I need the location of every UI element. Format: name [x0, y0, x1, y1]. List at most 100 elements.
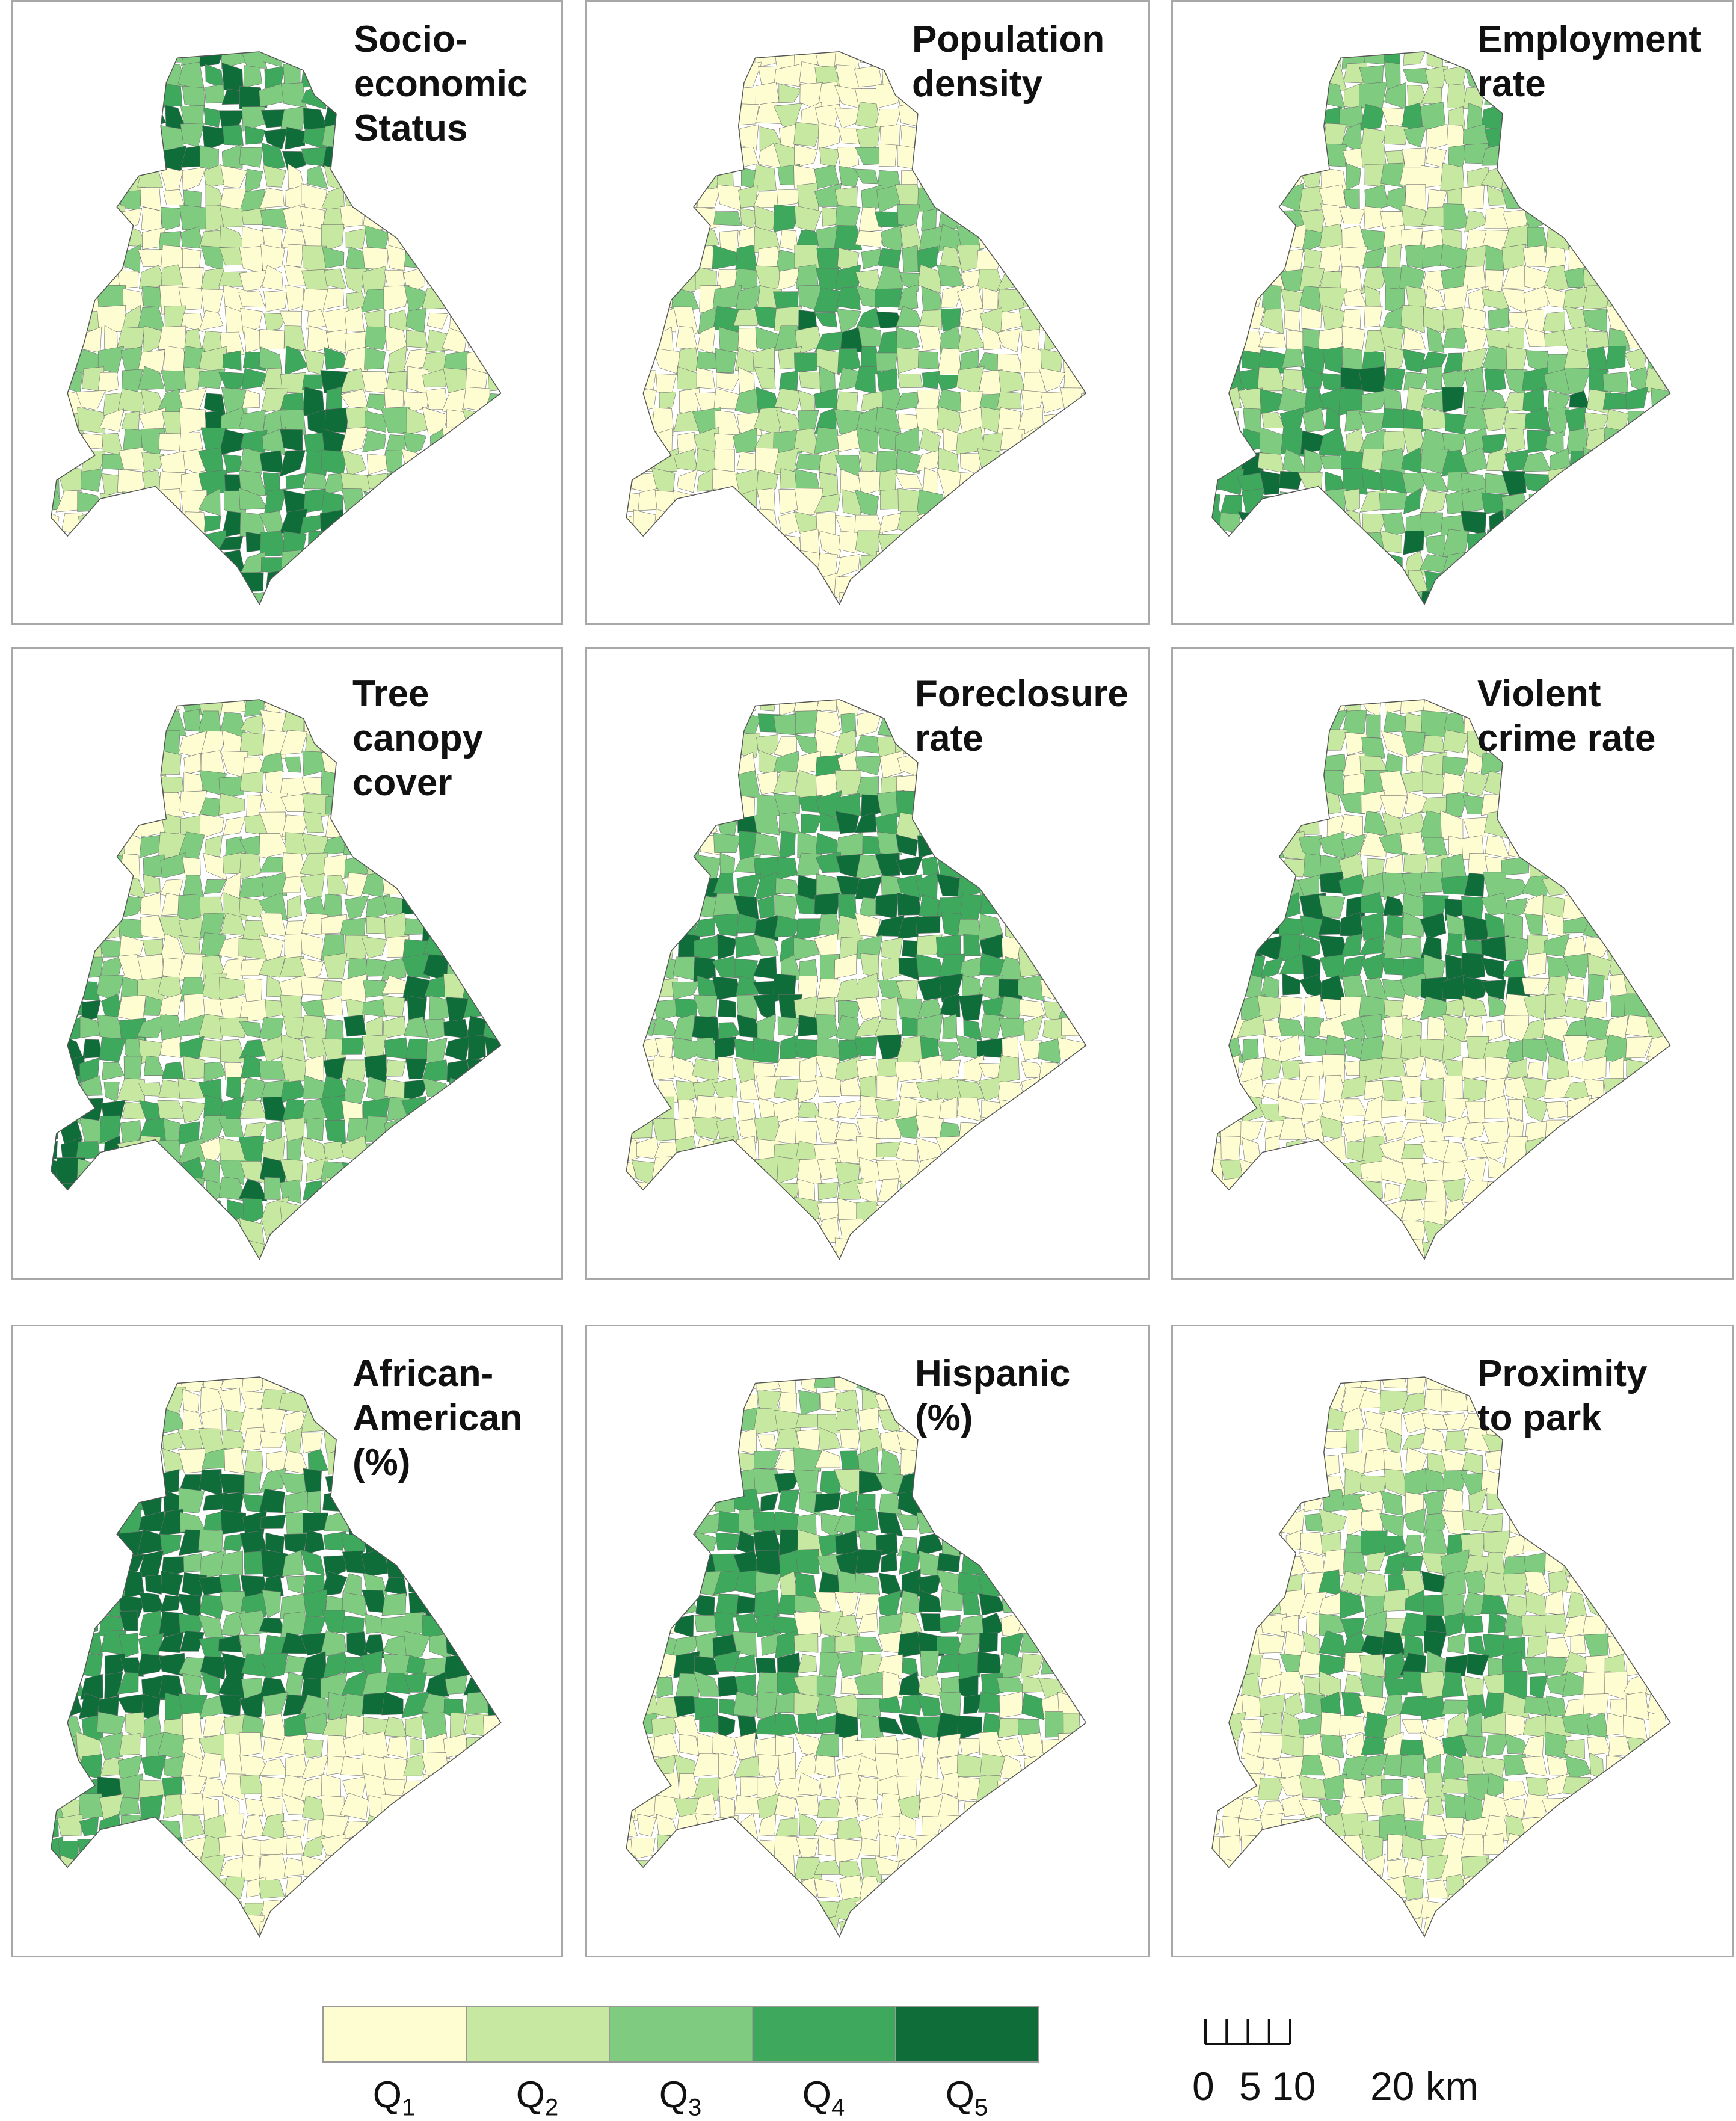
census-tract: [1583, 1000, 1607, 1023]
census-tract: [977, 448, 1005, 477]
census-tract: [854, 1572, 881, 1596]
census-tract: [1625, 1036, 1653, 1059]
census-tract: [137, 366, 165, 390]
census-tract: [879, 1834, 899, 1858]
census-tract: [814, 1115, 839, 1144]
census-tract: [139, 488, 165, 516]
census-tract: [979, 1118, 1005, 1142]
census-tract: [140, 125, 162, 150]
census-tract: [1445, 999, 1465, 1017]
census-tract: [1488, 307, 1509, 330]
census-tract: [957, 1651, 981, 1680]
census-tract: [307, 325, 329, 354]
census-tract: [859, 1813, 884, 1841]
census-tract: [1484, 913, 1505, 938]
census-tract: [713, 1815, 739, 1841]
census-tract: [1588, 1775, 1609, 1801]
census-tract: [179, 204, 207, 230]
census-tract: [366, 454, 388, 475]
census-tract: [837, 309, 861, 334]
census-tract: [1522, 1039, 1550, 1062]
census-tract: [1399, 1122, 1427, 1144]
census-tract: [777, 189, 802, 206]
census-tract: [286, 894, 302, 919]
census-tract: [1278, 1589, 1305, 1617]
census-tract: [220, 1039, 246, 1063]
census-tract: [361, 1548, 390, 1577]
census-tract: [895, 392, 921, 411]
census-tract: [855, 1549, 882, 1574]
census-tract: [1319, 754, 1347, 773]
census-tract: [897, 285, 919, 310]
census-tract: [1298, 1812, 1325, 1841]
census-tract: [774, 1200, 802, 1219]
census-tract: [1325, 488, 1346, 515]
census-tract: [238, 291, 266, 307]
census-tract: [182, 1712, 203, 1741]
census-tract: [1482, 1121, 1509, 1144]
census-tract: [1387, 1833, 1405, 1861]
census-tract: [858, 1407, 879, 1431]
census-tract: [443, 1018, 470, 1039]
census-tract: [306, 1118, 324, 1141]
census-tract: [1544, 1657, 1567, 1676]
census-tract-group: [1212, 699, 1670, 1260]
census-tract: [1318, 1654, 1347, 1678]
census-tract: [877, 710, 903, 737]
census-tract: [796, 1837, 819, 1859]
census-tract: [819, 1775, 840, 1799]
census-tract: [1486, 1020, 1503, 1042]
census-tract: [301, 1855, 325, 1879]
census-tract: [817, 979, 840, 999]
census-tract: [855, 125, 881, 152]
census-tract: [1563, 1035, 1588, 1062]
census-tract: [1521, 1756, 1548, 1777]
census-tract: [753, 366, 776, 389]
census-tract: [632, 1017, 656, 1036]
census-tract: [816, 1676, 837, 1697]
census-tract: [141, 452, 164, 472]
census-tract: [57, 1814, 83, 1836]
census-tract: [633, 388, 657, 413]
census-tract: [205, 64, 224, 88]
census-tract: [918, 1775, 945, 1802]
census-tract: [1563, 325, 1590, 354]
census-tract: [320, 1161, 346, 1184]
census-tract: [281, 82, 306, 108]
census-tract: [1504, 428, 1526, 453]
census-tract: [199, 797, 221, 817]
census-tract: [1361, 912, 1384, 941]
census-tract: [343, 831, 369, 857]
census-tract: [1341, 934, 1362, 958]
census-tract-group: [1212, 51, 1670, 605]
census-tract: [445, 1035, 471, 1062]
census-tract: [300, 999, 327, 1019]
census-tract: [692, 1116, 722, 1140]
census-tract: [1583, 1693, 1609, 1716]
census-tract: [797, 1772, 822, 1796]
census-tract: [1522, 1095, 1549, 1122]
census-tract: [919, 1054, 945, 1081]
census-tract: [733, 1691, 758, 1717]
census-tract: [1387, 244, 1402, 271]
census-tract: [714, 1650, 742, 1672]
census-tract: [201, 289, 224, 314]
census-tract: [1219, 1177, 1245, 1199]
census-tract: [796, 1080, 821, 1104]
census-tract: [346, 1509, 366, 1538]
census-tract: [714, 1096, 734, 1119]
census-tract: [178, 286, 204, 310]
census-tract: [734, 1058, 759, 1083]
legend-label-q4: Q4: [802, 2074, 845, 2121]
census-tract: [1480, 935, 1509, 962]
census-tract: [159, 451, 186, 474]
census-tract: [674, 206, 696, 231]
census-tract: [385, 1551, 408, 1578]
census-tract: [56, 1101, 82, 1125]
census-tract: [1563, 953, 1591, 979]
census-tract: [262, 1813, 285, 1841]
census-tract: [220, 225, 246, 247]
census-tract: [937, 1041, 961, 1063]
census-tract: [161, 370, 186, 392]
census-tract: [774, 793, 801, 818]
